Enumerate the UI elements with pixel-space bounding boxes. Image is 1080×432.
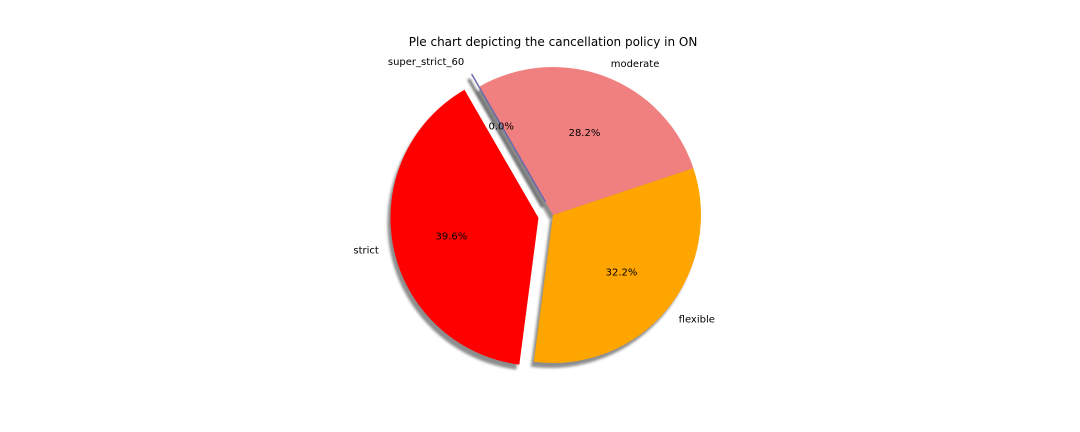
slice-shadow-super-strict-60 (467, 78, 544, 208)
pie-slice-super-strict-60 (470, 73, 547, 203)
slice-label-super-strict-60: super_strict_60 (388, 57, 464, 68)
slice-label-moderate: moderate (611, 59, 660, 70)
slice-percent-strict: 39.6% (436, 231, 468, 242)
pie-slice-strict (390, 89, 539, 365)
slice-label-flexible: flexible (679, 315, 715, 326)
chart-title: Ple chart depicting the cancellation pol… (409, 35, 698, 49)
pie-slice-layer (390, 66, 701, 365)
slice-percent-super-strict-60: 0.0% (488, 121, 513, 132)
pie-slice-moderate (479, 66, 694, 215)
pie-slice-flexible (533, 168, 701, 363)
slice-percent-flexible: 32.2% (606, 267, 638, 278)
slice-label-strict: strict (353, 246, 379, 257)
slice-percent-moderate: 28.2% (569, 128, 601, 139)
pie-label-layer: strict 39.6% flexible 32.2% moderate 28.2% sup… (353, 57, 715, 325)
